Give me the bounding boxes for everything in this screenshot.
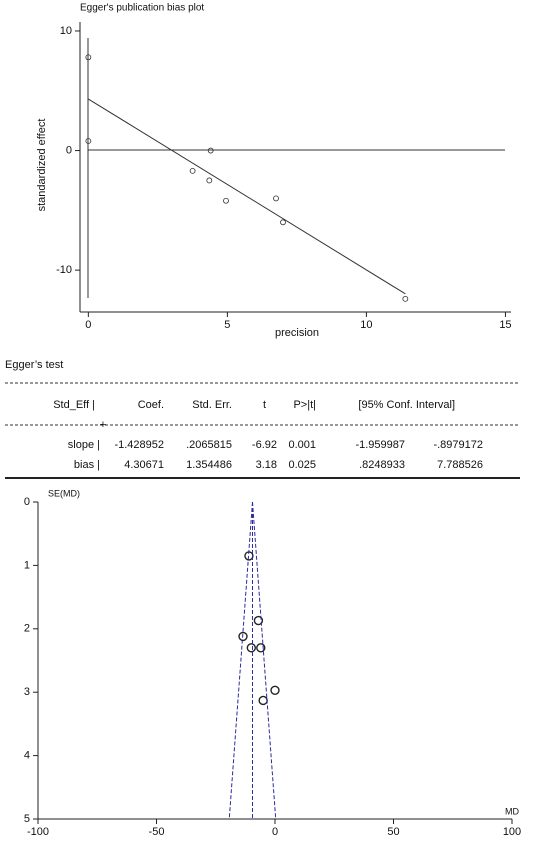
y-tick-label: 1 [24,559,30,571]
table-cross: + [100,419,106,431]
x-tick-label: 10 [360,319,372,331]
table-cell: -1.428952 [114,439,164,451]
x-tick-label: -100 [27,826,49,838]
table-header: Std. Err. [192,399,232,411]
x-tick-label: 5 [224,319,230,331]
y-tick-label: -10 [56,264,72,276]
point [253,615,264,626]
fit-line [88,98,406,295]
point [85,54,92,61]
x-tick-label: 50 [387,826,399,838]
table-header: [95% Conf. Interval] [358,399,455,411]
point [246,643,257,653]
y-tick-label: 0 [24,496,30,508]
table-cell: 4.30671 [124,459,164,471]
funnel-line [228,501,253,820]
table-cell: -6.92 [252,439,277,451]
table-header: Coef. [138,399,164,411]
point [207,147,214,154]
y-axis-label: SE(MD) [48,488,80,498]
table-header: P>|t| [293,399,316,411]
table-header: t [263,399,266,411]
point [280,219,286,226]
x-tick-label: 0 [85,319,91,331]
y-tick-label: 3 [24,686,30,698]
table-cell: .8248933 [359,459,405,471]
point [270,685,280,695]
point [238,631,248,642]
table-cell: -.8979172 [433,439,483,451]
point [85,138,92,144]
table-cell: 1.354486 [186,459,232,471]
point [256,643,266,653]
point [189,167,196,174]
x-axis-label: precision [275,327,319,339]
table-cell: 3.18 [256,459,277,471]
point [258,695,268,706]
table-header: Std_Eff | [53,399,95,411]
table-cell: 0.001 [288,439,316,451]
point [206,177,213,184]
table-cell: 7.788526 [437,459,483,471]
y-axis-label: standardized effect [36,119,48,212]
chart-title: Egger's publication bias plot [80,3,204,14]
funnel-line [251,501,277,820]
table-cell: 0.025 [288,459,316,471]
table-cell: bias | [74,459,100,471]
point [402,295,409,302]
table-cell: slope | [68,439,100,451]
x-tick-label: 0 [272,826,278,838]
table-cell: .2065815 [186,439,232,451]
y-tick-label: 4 [24,750,30,762]
x-tick-label: 100 [503,826,521,838]
x-axis-label: MD [505,806,519,816]
x-tick-label: 15 [499,319,511,331]
y-tick-label: 0 [66,144,72,156]
table-cell: -1.959987 [355,439,405,451]
x-tick-label: -50 [149,826,165,838]
y-tick-label: 5 [24,813,30,825]
table-title: Egger’s test [5,359,63,371]
point [223,197,229,204]
y-tick-label: 10 [60,25,72,37]
point [273,195,279,202]
y-tick-label: 2 [24,623,30,635]
